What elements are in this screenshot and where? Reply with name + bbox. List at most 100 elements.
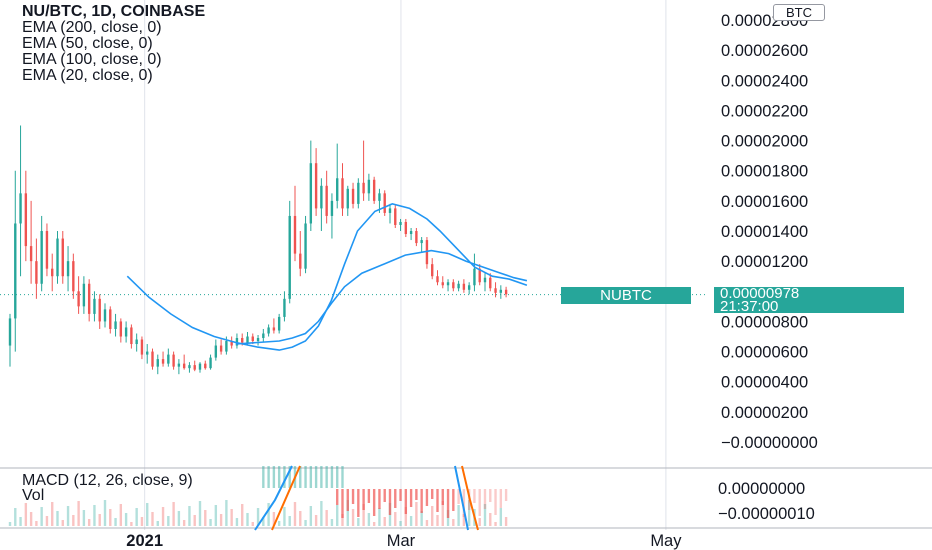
volume-bar-15 bbox=[87, 519, 91, 526]
volume-bar-17 bbox=[98, 514, 101, 526]
macd-axis: 0.00000000 −0.00000010 bbox=[718, 480, 815, 523]
time-axis[interactable]: 2021 Mar May bbox=[126, 532, 682, 550]
vol-label[interactable]: Vol bbox=[22, 487, 45, 504]
volume-bar-16 bbox=[93, 505, 96, 526]
candle-body-38 bbox=[209, 357, 212, 369]
candle-body-2 bbox=[19, 193, 22, 224]
volume-bar-43 bbox=[235, 518, 239, 526]
macd-hist-down-71 bbox=[383, 489, 386, 502]
macd-hist-up-58 bbox=[314, 466, 318, 488]
candle-body-14 bbox=[82, 283, 86, 307]
candle-body-92 bbox=[494, 288, 497, 293]
macd-hist-down-75 bbox=[404, 489, 408, 514]
volume-bar-14 bbox=[82, 510, 86, 526]
volume-bar-5 bbox=[35, 521, 38, 526]
macd-hist-down-84 bbox=[452, 489, 455, 511]
ema-20-label[interactable]: EMA (20, close, 0) bbox=[22, 67, 153, 84]
candle-body-59 bbox=[320, 185, 323, 209]
macd-hist-down-73 bbox=[394, 489, 397, 508]
volume-bar-33 bbox=[182, 520, 186, 526]
volume-bar-1 bbox=[14, 508, 17, 526]
volume-bar-67 bbox=[362, 504, 365, 526]
candle-body-31 bbox=[172, 354, 175, 367]
volume-bar-4 bbox=[29, 512, 33, 526]
volume-bar-37 bbox=[204, 510, 207, 526]
price-axis[interactable]: 0.000028000.000026000.000024000.00002200… bbox=[721, 12, 818, 452]
volume-bar-94 bbox=[504, 517, 508, 526]
candle-body-83 bbox=[446, 282, 450, 286]
volume-bar-86 bbox=[462, 514, 466, 526]
candle-body-18 bbox=[103, 309, 107, 322]
candle-body-20 bbox=[114, 321, 117, 329]
macd-hist-down-79 bbox=[425, 489, 429, 506]
candle-body-55 bbox=[299, 253, 302, 269]
candle-body-6 bbox=[40, 231, 43, 284]
grid-lines bbox=[0, 0, 932, 530]
volume-bar-54 bbox=[293, 502, 297, 526]
candle-body-24 bbox=[135, 339, 138, 345]
candle-body-36 bbox=[198, 363, 202, 370]
ema-100-label[interactable]: EMA (100, close, 0) bbox=[22, 51, 162, 68]
macd-hist-up-63 bbox=[341, 466, 344, 488]
macd-hist-up-56 bbox=[304, 466, 307, 488]
volume-bar-53 bbox=[288, 516, 291, 526]
candle-body-52 bbox=[283, 298, 286, 317]
candle-body-72 bbox=[388, 208, 392, 213]
volume-bar-93 bbox=[499, 508, 503, 526]
volume-bar-2 bbox=[19, 517, 22, 526]
macd-hist-up-48 bbox=[262, 466, 265, 488]
price-tick-5: 0.00001800 bbox=[721, 163, 808, 181]
ema-50-label[interactable]: EMA (50, close, 0) bbox=[22, 35, 153, 52]
volume-bar-50 bbox=[272, 512, 276, 526]
macd-hist-down-89 bbox=[478, 489, 481, 516]
last-price-value: 0.00000978 bbox=[720, 285, 800, 302]
volume-bar-69 bbox=[372, 522, 376, 526]
macd-lines bbox=[254, 465, 479, 531]
volume-bar-32 bbox=[177, 511, 181, 526]
candle-body-91 bbox=[489, 277, 492, 289]
volume-bar-62 bbox=[336, 505, 339, 526]
candle-body-86 bbox=[462, 283, 466, 290]
macd-label[interactable]: MACD (12, 26, close, 9) bbox=[22, 472, 193, 489]
candle-body-71 bbox=[383, 193, 386, 213]
bar-countdown: 21:37:00 bbox=[720, 298, 779, 315]
candle-body-8 bbox=[51, 268, 54, 277]
candle-body-33 bbox=[182, 363, 186, 369]
price-tick-13: −0.00000000 bbox=[721, 434, 818, 452]
symbol-title[interactable]: NU/BTC, 1D, COINBASE bbox=[22, 3, 206, 20]
candle-body-67 bbox=[362, 182, 365, 194]
currency-label[interactable]: BTC bbox=[773, 4, 825, 21]
volume-bar-34 bbox=[188, 506, 191, 526]
candle-body-7 bbox=[45, 231, 49, 269]
volume-bar-74 bbox=[399, 521, 402, 526]
signal-line-b bbox=[461, 465, 479, 531]
volume-bar-89 bbox=[478, 518, 481, 526]
ema-200-label[interactable]: EMA (200, close, 0) bbox=[22, 19, 162, 36]
candle-body-12 bbox=[72, 261, 75, 292]
macd-hist-down-81 bbox=[436, 489, 439, 512]
candle-body-73 bbox=[394, 208, 397, 225]
time-tick-1: Mar bbox=[387, 532, 416, 550]
candle-body-49 bbox=[267, 327, 270, 334]
macd-line-a bbox=[254, 465, 293, 531]
macd-line-b bbox=[454, 465, 469, 531]
candle-body-50 bbox=[272, 327, 276, 331]
macd-hist-down-62 bbox=[336, 489, 339, 505]
candle-body-22 bbox=[124, 327, 128, 337]
candle-body-60 bbox=[325, 185, 328, 216]
price-tick-12: 0.00000200 bbox=[721, 404, 808, 422]
candle-body-1 bbox=[14, 223, 17, 319]
volume-bar-82 bbox=[441, 501, 444, 526]
macd-hist-up-50 bbox=[272, 466, 276, 488]
candle-body-68 bbox=[367, 179, 371, 194]
macd-hist-down-63 bbox=[341, 489, 344, 518]
candle-body-84 bbox=[452, 282, 455, 289]
macd-hist-up-49 bbox=[267, 466, 270, 488]
volume-bar-24 bbox=[135, 508, 138, 526]
volume-bar-25 bbox=[140, 517, 144, 526]
macd-hist-down-90 bbox=[483, 489, 487, 509]
candle-body-48 bbox=[262, 333, 265, 339]
volume-bar-81 bbox=[436, 515, 439, 526]
volume-bar-66 bbox=[357, 518, 360, 526]
